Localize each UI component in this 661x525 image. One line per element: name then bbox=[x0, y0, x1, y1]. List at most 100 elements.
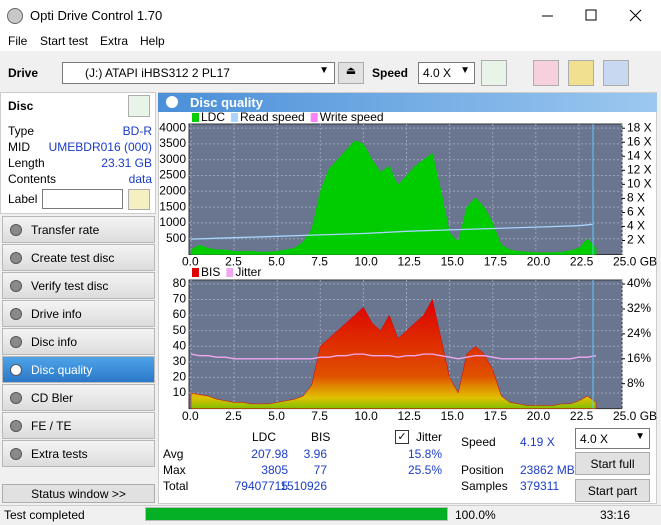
y-tick-label: 70 bbox=[173, 292, 187, 306]
x-tick-label: 5.0 bbox=[268, 255, 285, 269]
info-label: Speed bbox=[461, 435, 496, 449]
label-button[interactable] bbox=[128, 189, 150, 210]
y2-tick-label: 24% bbox=[627, 326, 651, 340]
x-tick-label: 20.0 bbox=[527, 409, 551, 423]
ldc-value: 207.98 bbox=[251, 447, 288, 461]
legend-label: Read speed bbox=[240, 112, 305, 124]
nav-item[interactable]: Disc info bbox=[2, 328, 155, 355]
info-label: Samples bbox=[461, 479, 508, 493]
elapsed-time: 33:16 bbox=[599, 508, 630, 522]
y2-tick-label: 4 X bbox=[627, 219, 645, 233]
speed-label: Speed bbox=[372, 66, 409, 80]
x-tick-label: 5.0 bbox=[268, 409, 285, 423]
nav-icon bbox=[10, 392, 22, 404]
y2-tick-label: 16 X bbox=[627, 134, 652, 148]
ldc-value: 3805 bbox=[261, 463, 288, 477]
y-tick-label: 4000 bbox=[159, 120, 186, 134]
panel-icon bbox=[166, 96, 178, 108]
progress-track bbox=[145, 507, 448, 521]
nav-item[interactable]: Drive info bbox=[2, 300, 155, 327]
nav-item[interactable]: CD Bler bbox=[2, 384, 155, 411]
nav-text: FE / TE bbox=[31, 419, 72, 433]
dropdown-arrow: ▼ bbox=[319, 65, 329, 76]
window-title: Opti Drive Control 1.70 bbox=[30, 8, 163, 23]
legend-label: Jitter bbox=[235, 265, 261, 279]
save-button[interactable] bbox=[603, 60, 629, 86]
disc-title: Disc bbox=[8, 99, 34, 113]
nav-item[interactable]: Disc quality bbox=[2, 356, 155, 383]
y2-tick-label: 40% bbox=[627, 276, 651, 290]
y-tick-label: 3500 bbox=[159, 136, 186, 150]
dropdown-arrow: ▼ bbox=[635, 431, 645, 442]
status-window-text: Status window >> bbox=[31, 487, 126, 501]
nav-item[interactable]: Transfer rate bbox=[2, 216, 155, 243]
eject-button[interactable]: ⏏ bbox=[338, 62, 364, 84]
y2-tick-label: 16% bbox=[627, 351, 651, 365]
speed-select[interactable]: 4.0 X ▼ bbox=[575, 428, 650, 449]
nav-icon bbox=[10, 308, 22, 320]
maximize[interactable] bbox=[585, 9, 597, 21]
close[interactable] bbox=[629, 9, 642, 22]
label-caption: Label bbox=[8, 192, 38, 206]
speed-select[interactable]: 4.0 X ▼ bbox=[418, 62, 475, 84]
progress-bar bbox=[146, 508, 447, 520]
jitter-label: Jitter bbox=[416, 430, 443, 444]
y2-tick-label: 6 X bbox=[627, 205, 645, 219]
y-tick-label: 1000 bbox=[159, 215, 186, 229]
menu-item[interactable]: Extra bbox=[100, 34, 129, 48]
jitter-checkbox[interactable]: ✓ bbox=[395, 430, 409, 444]
x-tick-label: 12.5 bbox=[398, 409, 422, 423]
start-part-button[interactable]: Start part bbox=[575, 479, 650, 502]
button-text: Start full bbox=[590, 457, 635, 471]
field-label: Contents bbox=[8, 172, 57, 186]
panel-title: Disc quality bbox=[190, 95, 263, 110]
x-tick-label: 0.0 bbox=[182, 255, 199, 269]
legend-label: LDC bbox=[201, 112, 225, 124]
speed-select-value: 4.0 X bbox=[580, 432, 609, 446]
drive-label: Drive bbox=[8, 66, 39, 80]
stats-header: BIS bbox=[311, 430, 331, 444]
refresh-button[interactable] bbox=[481, 60, 507, 86]
x-tick-label: 7.5 bbox=[311, 409, 328, 423]
bis-value: 1510926 bbox=[280, 479, 327, 493]
nav-text: Verify test disc bbox=[31, 279, 109, 293]
nav-item[interactable]: FE / TE bbox=[2, 412, 155, 439]
menu-item[interactable]: Help bbox=[140, 34, 165, 48]
info-label: Position bbox=[461, 463, 504, 477]
y2-tick-label: 14 X bbox=[627, 148, 652, 162]
y2-tick-label: 8 X bbox=[627, 191, 645, 205]
nav-icon bbox=[10, 448, 22, 460]
status-window-button[interactable]: Status window >> bbox=[2, 484, 155, 503]
nav-text: Drive info bbox=[31, 307, 82, 321]
label-input[interactable] bbox=[42, 189, 123, 209]
series-area bbox=[190, 140, 597, 255]
x-tick-label: 10.0 bbox=[354, 409, 378, 423]
x-tick-label: 22.5 bbox=[570, 255, 594, 269]
erase-button[interactable] bbox=[533, 60, 559, 86]
nav-text: Transfer rate bbox=[31, 223, 100, 237]
disc-refresh[interactable] bbox=[128, 95, 150, 117]
y-tick-label: 2000 bbox=[159, 183, 186, 197]
nav-item[interactable]: Create test disc bbox=[2, 244, 155, 271]
legend-label: BIS bbox=[201, 265, 220, 279]
legend-swatch bbox=[192, 113, 199, 122]
settings-button[interactable] bbox=[568, 60, 594, 86]
series-line bbox=[190, 353, 597, 360]
start-full-button[interactable]: Start full bbox=[575, 452, 650, 475]
nav-item[interactable]: Verify test disc bbox=[2, 272, 155, 299]
y2-tick-label: 32% bbox=[627, 301, 651, 315]
x-tick-label: 22.5 bbox=[570, 409, 594, 423]
window-controls bbox=[542, 9, 642, 22]
y-tick-label: 1500 bbox=[159, 199, 186, 213]
x-tick-label: 15.0 bbox=[441, 255, 465, 269]
nav-text: CD Bler bbox=[31, 391, 74, 405]
y-tick-label: 10 bbox=[173, 385, 187, 399]
jitter-value: 25.5% bbox=[407, 463, 442, 477]
x-tick-label: 7.5 bbox=[311, 255, 328, 269]
field-value: data bbox=[128, 172, 152, 186]
drive-select[interactable]: (J:) ATAPI iHBS312 2 PL17 ▼ bbox=[62, 62, 335, 84]
nav-item[interactable]: Extra tests bbox=[2, 440, 155, 467]
y-tick-label: 40 bbox=[173, 338, 187, 352]
menu-item[interactable]: Start test bbox=[40, 34, 89, 48]
menu-item[interactable]: File bbox=[8, 34, 28, 48]
